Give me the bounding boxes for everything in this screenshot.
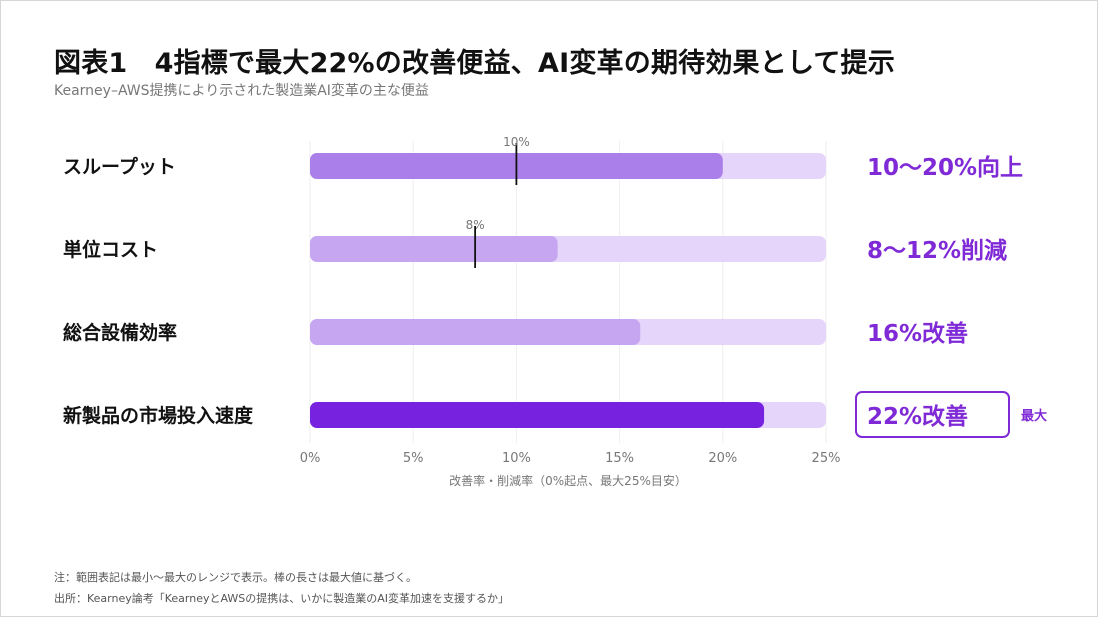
bar	[310, 402, 765, 428]
x-tick-label: 10%	[502, 451, 531, 466]
category-label: 総合設備効率	[63, 321, 177, 344]
chart-subtitle: Kearney–AWS提携により示された製造業AI変革の主な便益	[54, 83, 429, 99]
category-label: 単位コスト	[63, 238, 158, 261]
category-label: スループット	[63, 155, 176, 178]
x-tick-label: 25%	[812, 451, 841, 466]
x-tick-label: 20%	[708, 451, 737, 466]
bar	[310, 319, 641, 345]
bar	[310, 236, 558, 262]
value-label: 16%改善	[867, 320, 968, 347]
highlight-badge: 最大	[1021, 408, 1047, 424]
x-tick-label: 5%	[403, 451, 424, 466]
value-label: 10〜20%向上	[867, 154, 1023, 181]
category-label: 新製品の市場投入速度	[63, 404, 254, 427]
footnote-note: 注：範囲表記は最小〜最大のレンジで表示。棒の長さは最大値に基づく。	[54, 571, 417, 584]
highlight-box	[855, 391, 1010, 438]
value-label: 22%改善	[867, 403, 968, 430]
x-tick-label: 0%	[300, 451, 321, 466]
range-min-label: 8%	[466, 218, 485, 232]
value-label: 8〜12%削減	[867, 238, 1007, 264]
x-tick-label: 15%	[605, 451, 634, 466]
chart-title: 図表1 4指標で最大22%の改善便益、AI変革の期待効果として提示	[54, 48, 895, 79]
x-axis-label: 改善率・削減率（0%起点、最大25%目安）	[449, 473, 687, 488]
range-min-label: 10%	[503, 135, 530, 149]
footnote-source: 出所：Kearney論考「KearneyとAWSの提携は、いかに製造業のAI変革…	[54, 592, 510, 605]
